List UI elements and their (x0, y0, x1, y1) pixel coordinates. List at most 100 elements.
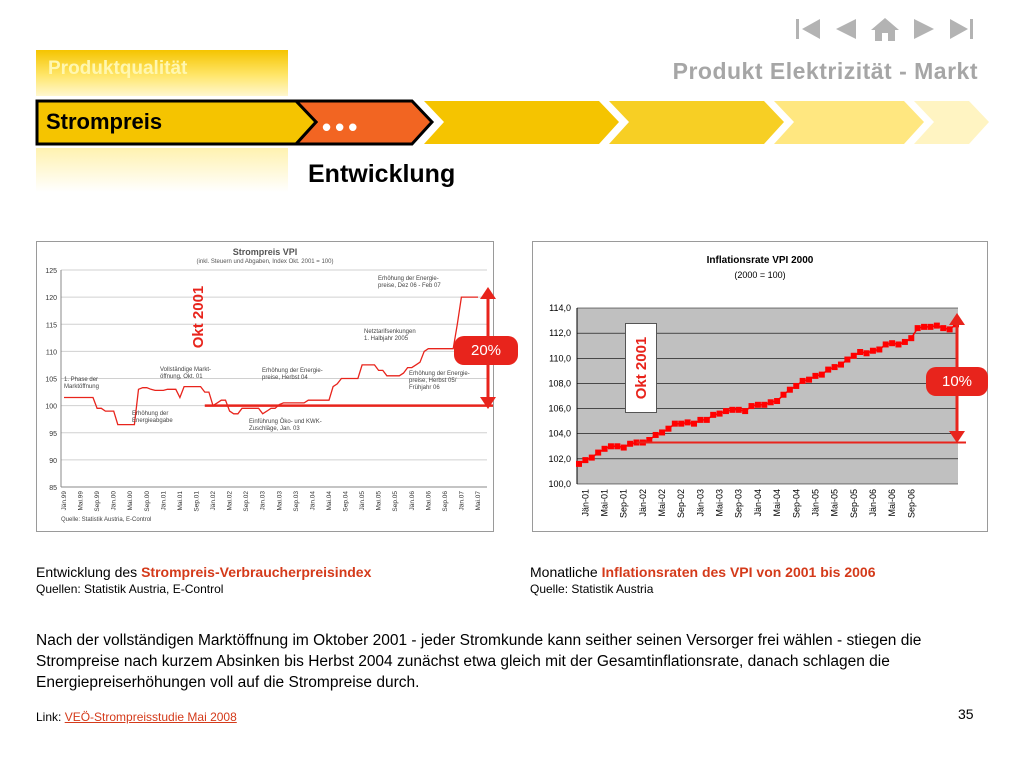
x-tick-label: Sep-05 (849, 489, 859, 518)
annotation-energiepreise-2004: Erhöhung der Energie- preise, Herbst 04 (262, 368, 323, 381)
x-tick-label: Mai.03 (276, 491, 283, 511)
data-point (831, 364, 838, 371)
data-point (646, 437, 653, 443)
data-point (786, 386, 793, 393)
data-point (703, 416, 710, 423)
data-point (818, 371, 825, 378)
data-point (774, 398, 781, 405)
caption-left-prefix: Entwicklung des (36, 564, 142, 580)
data-point (678, 420, 685, 427)
data-point (844, 356, 851, 363)
y-tick-label: 100 (45, 404, 57, 411)
data-point (812, 372, 819, 379)
data-point (837, 361, 844, 368)
annotation-energieabgabe: Erhöhung der Energieabgabe (132, 411, 173, 424)
x-tick-label: Sep.00 (144, 491, 151, 512)
x-tick-label: Sep-04 (791, 489, 801, 518)
y-tick-label: 108,0 (548, 378, 571, 388)
data-point (869, 347, 876, 354)
badge-20-percent: 20% (454, 336, 518, 365)
x-tick-label: Mai.05 (376, 491, 383, 511)
data-point (735, 406, 742, 413)
x-tick-label: Mai.04 (326, 491, 333, 511)
caption-right-source: Quelle: Statistik Austria (530, 582, 654, 596)
data-point (627, 440, 634, 447)
caption-right: Monatliche Inflationsraten des VPI von 2… (530, 563, 875, 597)
home-icon[interactable] (866, 14, 904, 44)
caption-left-source: Quellen: Statistik Austria, E-Control (36, 582, 224, 596)
next-icon[interactable] (904, 14, 942, 44)
x-tick-label: Jän.03 (260, 491, 267, 511)
tab-strompreis[interactable]: Strompreis (46, 109, 163, 134)
data-point (710, 411, 717, 418)
prev-icon[interactable] (828, 14, 866, 44)
data-point (665, 425, 672, 432)
x-tick-label: Jän-01 (580, 489, 590, 517)
x-tick-label: Jän.07 (458, 491, 465, 511)
x-tick-label: Mai.02 (227, 491, 234, 511)
data-point (595, 449, 602, 456)
data-point (588, 454, 595, 461)
x-tick-label: Jän-03 (695, 489, 705, 517)
x-tick-label: Sep.99 (94, 491, 101, 512)
annotation-marktoeffnung: Vollständige Markt- öffnung, Okt. 01 (160, 367, 212, 380)
data-point (684, 419, 691, 426)
inflationsrate-vpi-chart: Inflationsrate VPI 2000 (2000 = 100) 100… (532, 241, 988, 532)
data-point (607, 443, 614, 450)
last-icon[interactable] (942, 14, 978, 44)
chart1-plot: 85 90 95 100 105 110 115 120 125 Jän.99 Mai.99 Sep.… (45, 268, 493, 512)
y-tick-label: 125 (45, 268, 57, 275)
x-tick-label: Sep.01 (193, 491, 200, 512)
data-point (716, 410, 723, 417)
data-point (882, 341, 889, 348)
badge-10-percent: 10% (926, 367, 988, 396)
okt-2001-label-left: Okt 2001 (190, 286, 207, 349)
data-point (671, 420, 678, 427)
y-tick-label: 115 (46, 322, 57, 329)
footer-link: Link: VEÖ-Strompreisstudie Mai 2008 (36, 710, 237, 724)
x-tick-label: Jän-06 (868, 489, 878, 517)
data-point (914, 325, 921, 332)
data-point (933, 322, 940, 329)
data-point (857, 349, 864, 355)
x-tick-label: Sep-02 (676, 489, 686, 518)
data-point (582, 457, 589, 464)
slide-subtitle: Produkt Elektrizität - Markt (672, 58, 978, 84)
page-title: Entwicklung (308, 160, 456, 188)
x-tick-label: Mai.01 (177, 491, 184, 511)
okt-2001-marker-right: Okt 2001 (625, 323, 657, 413)
data-point (742, 408, 749, 415)
y-tick-label: 95 (49, 431, 57, 438)
x-tick-label: Sep.02 (243, 491, 250, 512)
y-tick-label: 112,0 (549, 328, 571, 338)
okt-2001-label-right: Okt 2001 (633, 337, 650, 400)
data-point (754, 401, 761, 408)
footer-link-label: Link: (36, 710, 65, 724)
x-tick-label: Jän.02 (210, 491, 217, 511)
data-point (697, 416, 704, 423)
data-point (901, 338, 908, 345)
data-point (799, 377, 806, 384)
x-tick-label: Jän.99 (61, 491, 68, 511)
more-tabs-ellipsis[interactable]: ••• (322, 112, 362, 142)
data-point (863, 350, 870, 357)
y-tick-label: 104,0 (548, 429, 571, 439)
x-tick-label: Mai-02 (657, 489, 667, 517)
strompreis-vpi-chart: Strompreis VPI (inkl. Steuern und Abgabe… (36, 241, 494, 532)
caption-left-highlight: Strompreis-Verbraucherpreisindex (141, 564, 372, 580)
data-point (620, 444, 627, 451)
tab-produktqualitaet[interactable]: Produktqualität (36, 50, 288, 96)
first-icon[interactable] (792, 14, 828, 44)
y-tick-label: 114,0 (549, 303, 571, 313)
caption-right-prefix: Monatliche (530, 564, 602, 580)
data-point (850, 352, 857, 359)
studie-link[interactable]: VEÖ-Strompreisstudie Mai 2008 (64, 710, 237, 724)
tab-shadow (36, 148, 288, 192)
x-tick-label: Mai.06 (425, 491, 432, 511)
y-tick-label: 110,0 (549, 353, 571, 363)
chart2-plot: 100,0 102,0 104,0 106,0 108,0 110,0 112,0 114,0… (548, 303, 966, 518)
tab-produktqualitaet-label: Produktqualität (48, 58, 188, 79)
chart2-subtitle: (2000 = 100) (734, 270, 786, 280)
data-point (780, 391, 787, 398)
data-point (806, 376, 813, 383)
